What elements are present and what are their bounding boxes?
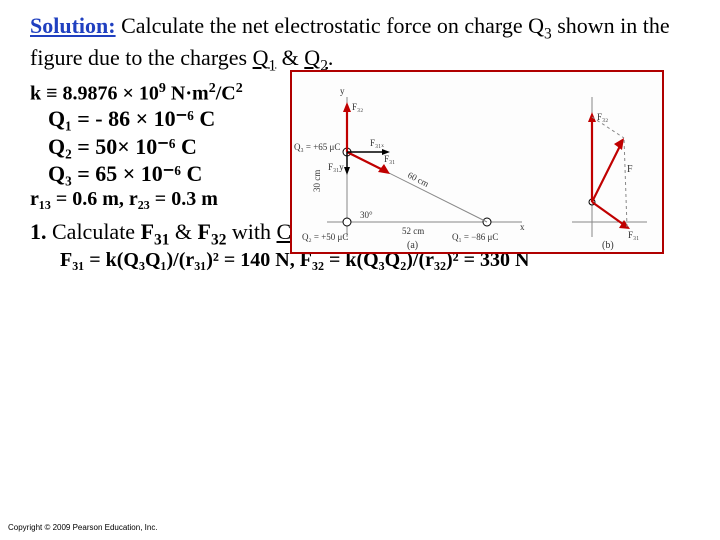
svg-text:(b): (b) [602, 240, 614, 251]
svg-text:Q₃ = +65 μC: Q₃ = +65 μC [294, 142, 340, 152]
svg-text:F: F [627, 164, 633, 175]
svg-text:F₃₁: F₃₁ [628, 230, 639, 240]
svg-text:F₃₁y: F₃₁y [328, 162, 344, 172]
solution-label: Solution: [30, 13, 116, 38]
given-q1: Q₁ = - 86 × 10⁻⁶ C [48, 105, 310, 133]
svg-text:Q₂ = +50 μC: Q₂ = +50 μC [302, 232, 348, 242]
given-r: r₁₃ = 0.6 m, r₂₃ = 0.3 m [30, 188, 310, 211]
svg-text:F₃₂: F₃₂ [597, 112, 608, 122]
svg-text:F₃₁ₓ: F₃₁ₓ [370, 138, 384, 148]
svg-text:(a): (a) [407, 240, 418, 251]
given-q2: Q₂ = 50× 10⁻⁶ C [48, 133, 310, 161]
copyright-text: Copyright © 2009 Pearson Education, Inc. [8, 523, 158, 532]
svg-text:Q₁ = −86 μC: Q₁ = −86 μC [452, 232, 498, 242]
svg-text:x: x [520, 222, 525, 232]
figure-diagram: x y Q₂ = +50 μC Q₃ = +65 μC Q₁ = −86 μC … [290, 70, 664, 254]
svg-text:F₃₁: F₃₁ [384, 154, 395, 164]
given-q3: Q₃ = 65 × 10⁻⁶ C [48, 160, 310, 188]
svg-text:30°: 30° [360, 210, 373, 220]
svg-text:30 cm: 30 cm [312, 170, 322, 192]
svg-text:60 cm: 60 cm [406, 170, 430, 189]
solution-title: Solution: Calculate the net electrostati… [30, 12, 690, 77]
svg-text:y: y [340, 86, 345, 96]
k-constant: k ≡ 8.9876 × 109 N·m2/C2 [30, 81, 310, 106]
svg-text:F₃₂: F₃₂ [352, 102, 363, 112]
svg-text:52 cm: 52 cm [402, 226, 424, 236]
